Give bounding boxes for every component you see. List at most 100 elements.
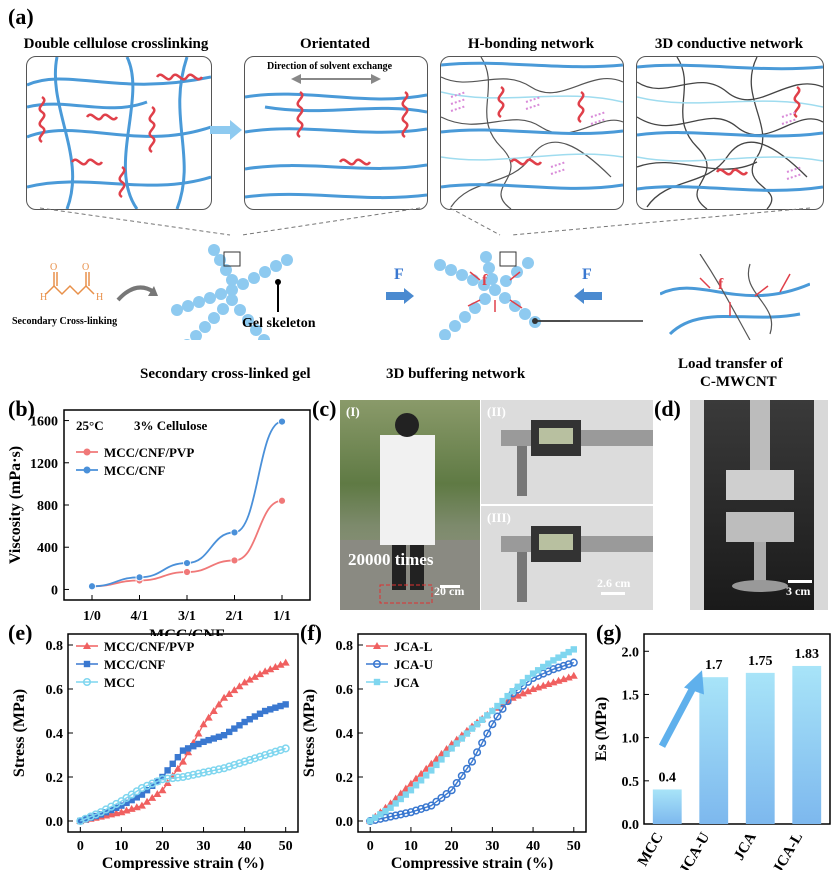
box-title-orientated: Orientated <box>300 36 370 52</box>
gel-skeleton-label: Gel skeleton <box>242 316 316 331</box>
buffer-ball <box>500 275 512 287</box>
x-tick-label: 50 <box>279 839 293 854</box>
gel-ball <box>250 324 262 336</box>
data-point <box>484 712 491 719</box>
y-tick-label: 0.4 <box>46 727 64 742</box>
data-point <box>135 573 144 582</box>
data-point <box>489 707 496 715</box>
data-point <box>225 762 234 771</box>
y-tick-label: 1.5 <box>622 688 640 703</box>
data-point <box>194 729 203 737</box>
trend-arrowhead-icon <box>684 670 704 695</box>
plot-frame <box>67 633 299 833</box>
y-tick-label: 0.0 <box>336 815 354 830</box>
x-tick-label: 20 <box>155 839 169 854</box>
atom-h-right: H <box>96 292 103 302</box>
data-point <box>518 689 527 697</box>
data-point <box>366 816 375 826</box>
data-point <box>473 748 482 757</box>
y-tick-label: 0.2 <box>336 771 354 786</box>
buffer-ball <box>459 311 471 323</box>
y-tick-label: 0.6 <box>336 683 354 698</box>
x-tick-label: MCC <box>635 830 667 869</box>
data-point <box>377 811 384 818</box>
data-point <box>241 718 248 726</box>
y-axis-label: Viscosity (mPa·s) <box>7 446 24 564</box>
note-cellulose: 3% Cellulose <box>134 418 208 433</box>
data-point <box>443 750 450 758</box>
legend-marker <box>83 642 91 649</box>
x-tick-label: 1/1 <box>273 609 291 624</box>
atom-o-left: O <box>50 262 57 273</box>
box-orientated: Direction of solvent exchange <box>244 56 428 210</box>
data-point <box>278 496 286 505</box>
data-point <box>569 658 578 667</box>
data-point <box>178 772 188 782</box>
data-point <box>164 767 171 774</box>
data-point <box>478 716 486 723</box>
data-point <box>372 814 379 821</box>
data-point <box>153 790 162 798</box>
data-point <box>236 722 243 729</box>
gel-ball <box>226 294 238 306</box>
legend-marker <box>372 659 382 669</box>
data-point <box>194 769 203 778</box>
buffer-ball <box>439 329 451 340</box>
y-tick-label: 0.8 <box>46 639 64 654</box>
panel-a-label: (a) <box>8 4 34 29</box>
y-axis-label: Es (MPa) <box>593 697 610 761</box>
data-point <box>549 665 558 674</box>
sub-label-1: (I) <box>346 404 360 419</box>
y-axis-label: Stress (MPa) <box>301 689 318 777</box>
data-point <box>245 755 254 764</box>
data-point <box>462 764 471 773</box>
arrow-right-icon <box>210 120 242 140</box>
data-point <box>401 809 410 818</box>
note-temperature: 25°C <box>76 418 104 433</box>
data-point <box>554 663 563 672</box>
x-tick-label: 30 <box>197 839 211 854</box>
buffer-ball <box>483 262 495 274</box>
data-point <box>261 667 270 675</box>
buffer-ball <box>434 259 446 271</box>
caption-secondary-gel: Secondary cross-linked gel <box>140 366 311 382</box>
bar-value-label: 0.4 <box>659 770 677 785</box>
buffer-ball <box>522 257 534 269</box>
data-point <box>386 812 395 821</box>
data-point <box>453 740 460 747</box>
buffering-network-diagram <box>434 251 570 340</box>
data-point <box>92 812 99 820</box>
sub-label-3: (III) <box>487 510 511 525</box>
legend-label: MCC/CNF <box>104 463 165 478</box>
y-tick-label: 0.0 <box>46 815 64 830</box>
y-tick-label: 0.2 <box>46 771 64 786</box>
box-title-conductive: 3D conductive network <box>654 36 804 52</box>
data-point <box>281 658 290 666</box>
data-point <box>251 713 259 720</box>
box-crosslinking <box>26 56 212 210</box>
photo-compression-test: 3 cm <box>690 400 828 610</box>
data-point <box>467 757 477 766</box>
data-point <box>148 782 156 789</box>
data-point <box>367 817 374 825</box>
legend-label: JCA-U <box>394 657 434 672</box>
buffer-ball <box>489 284 501 296</box>
y-tick-label: 0 <box>51 583 58 598</box>
bar-JCA-L <box>792 665 822 824</box>
gel-ball <box>220 264 232 276</box>
trend-arrow-icon <box>658 684 698 748</box>
data-point <box>163 774 172 783</box>
data-point <box>137 801 146 809</box>
data-point <box>271 663 280 670</box>
gel-skeleton-diagram <box>171 244 293 340</box>
data-point <box>397 795 404 803</box>
gel-ball <box>248 272 260 284</box>
data-point <box>494 702 501 710</box>
y-tick-label: 1.0 <box>622 732 640 747</box>
data-point <box>555 654 562 661</box>
stress-strain-chart-f: 0.0 0.2 0.4 0.6 0.8 0 10 20 30 40 50 Compressive st… <box>301 633 587 870</box>
data-point <box>261 707 269 715</box>
data-point <box>422 803 431 812</box>
panel-e-label: (e) <box>8 620 33 645</box>
data-point <box>412 782 420 789</box>
